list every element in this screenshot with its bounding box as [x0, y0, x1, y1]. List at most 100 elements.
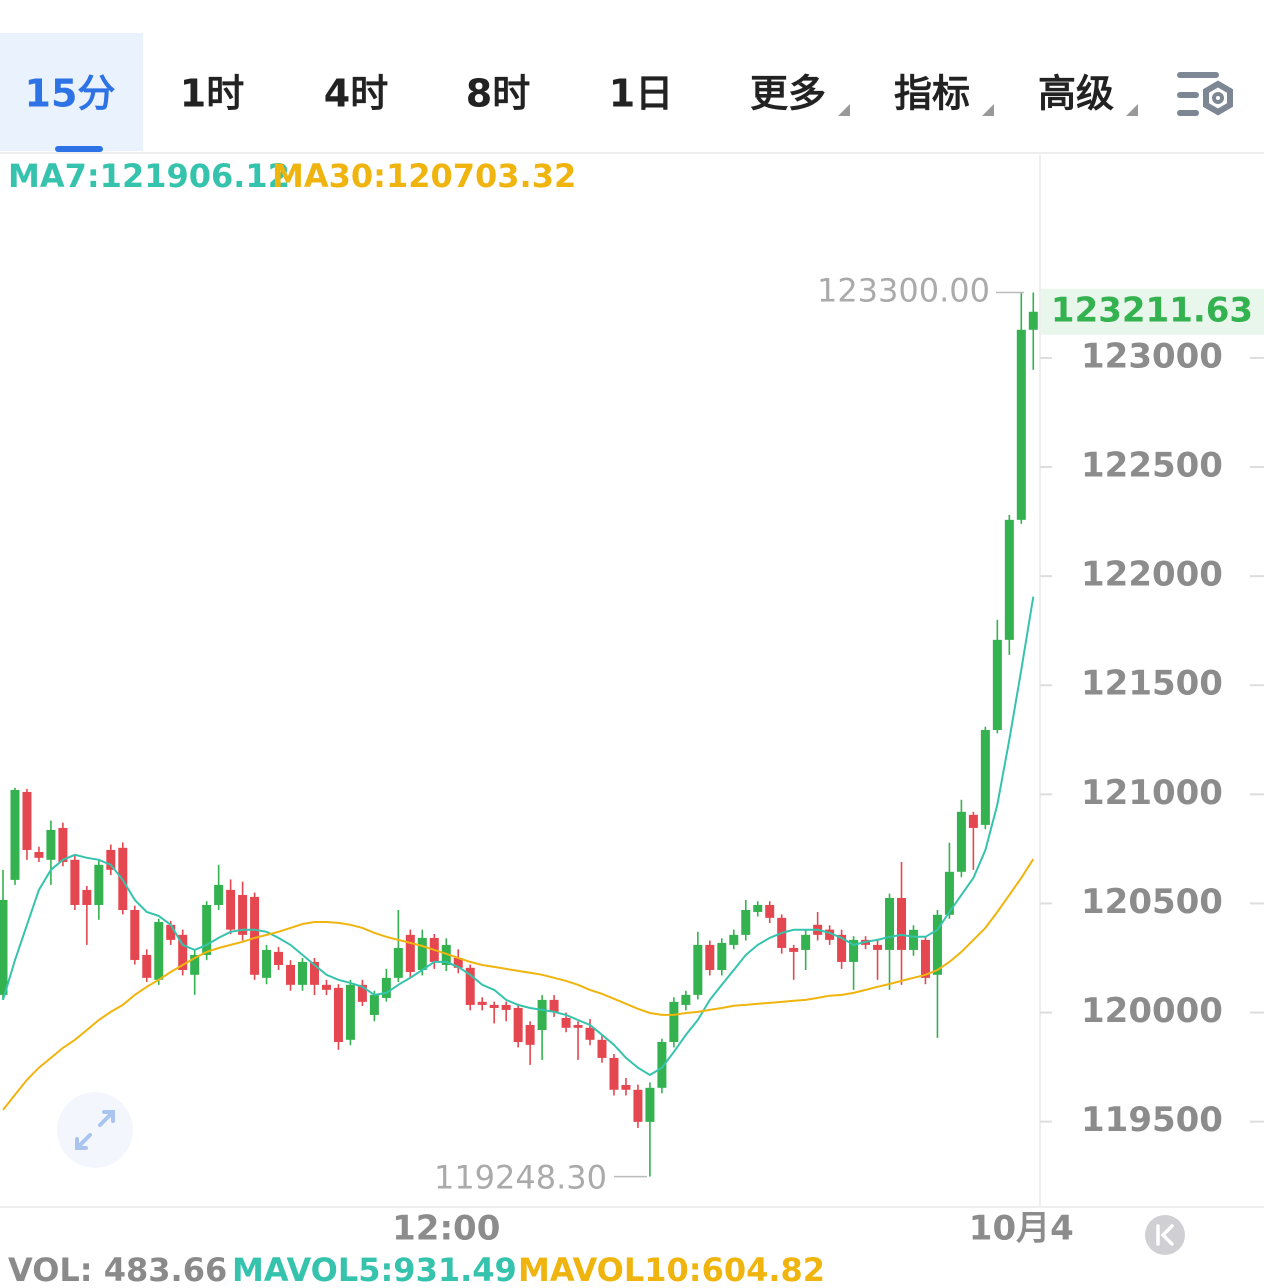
- candle-body: [226, 889, 236, 930]
- expand-button[interactable]: [57, 1092, 133, 1168]
- legend-entry: MA7:121906.12: [8, 157, 290, 195]
- candle-body: [321, 984, 331, 990]
- candle-body: [633, 1089, 643, 1122]
- candle-body: [345, 984, 355, 1040]
- candle-body: [825, 929, 835, 940]
- candle-body: [58, 827, 68, 862]
- active-tab-indicator: [55, 146, 103, 152]
- active-tab-bg: [0, 33, 143, 151]
- y-tick-label: 119500: [1081, 1100, 1223, 1140]
- candle-body: [849, 939, 859, 962]
- candle-body: [801, 934, 811, 950]
- candle-body: [549, 999, 559, 1012]
- tab[interactable]: 4时: [324, 72, 388, 116]
- legend-entry: MA30:120703.32: [272, 157, 576, 195]
- candle-body: [154, 921, 164, 980]
- candle-body: [717, 942, 727, 970]
- candle-body: [178, 934, 188, 970]
- candle-body: [873, 944, 883, 950]
- candle-body: [897, 897, 906, 950]
- candle-body: [262, 949, 272, 978]
- low-label: 119248.30: [434, 1159, 607, 1197]
- tab[interactable]: 15分: [25, 72, 116, 116]
- candle-body: [1004, 519, 1014, 640]
- candle-body: [405, 934, 415, 972]
- candle-body: [681, 994, 691, 1005]
- candle-body: [22, 791, 32, 850]
- settings-icon[interactable]: [1177, 72, 1233, 116]
- candle-body: [274, 951, 284, 965]
- y-tick-label: 122000: [1081, 555, 1223, 595]
- candle-body: [645, 1087, 655, 1122]
- candle-body: [34, 851, 44, 858]
- candle-body: [621, 1084, 631, 1090]
- y-tick-label: 120000: [1081, 991, 1223, 1031]
- plot-area: [0, 292, 1038, 1177]
- ma-line: [2, 858, 1035, 1111]
- candle-body: [992, 639, 1002, 730]
- candle-body: [705, 944, 715, 970]
- candle-body: [597, 1039, 607, 1058]
- dropdown-arrow: [982, 104, 994, 116]
- candle-body: [381, 977, 391, 998]
- candle-body: [142, 954, 152, 978]
- candle-body: [537, 999, 547, 1030]
- candle-body: [741, 909, 751, 935]
- candle-body: [693, 944, 703, 995]
- candle-body: [657, 1042, 667, 1088]
- y-tick-label: 121000: [1081, 773, 1223, 813]
- candle-body: [453, 957, 463, 968]
- candle-body: [885, 897, 895, 950]
- high-label: 123300.00: [817, 271, 990, 309]
- reset-button[interactable]: [1145, 1215, 1185, 1255]
- candle-body: [573, 1024, 583, 1028]
- dropdown-arrow: [838, 104, 850, 116]
- candle-body: [477, 1001, 487, 1005]
- candle-body: [190, 954, 200, 975]
- tab[interactable]: 1日: [609, 72, 673, 116]
- ma-line: [2, 596, 1035, 1077]
- tab[interactable]: 高级: [1038, 72, 1114, 116]
- volume-legend: MAVOL10:604.82: [518, 1251, 825, 1288]
- y-tick-label: 123000: [1081, 336, 1223, 376]
- candle-body: [441, 944, 451, 965]
- candle-body: [238, 894, 248, 935]
- dropdown-arrow: [1126, 104, 1138, 116]
- candle-body: [908, 929, 918, 950]
- candle-body: [669, 1001, 679, 1043]
- tab[interactable]: 8时: [466, 72, 530, 116]
- candle-body: [513, 1007, 523, 1043]
- candle-body: [417, 937, 427, 970]
- tab[interactable]: 指标: [894, 72, 970, 116]
- candle-body: [82, 889, 92, 905]
- candle-body: [286, 964, 296, 985]
- candle-body: [920, 939, 930, 978]
- volume-legend: MAVOL5:931.49: [232, 1251, 517, 1288]
- candle-body: [357, 984, 367, 1002]
- candle-body: [298, 961, 307, 985]
- y-tick-label: 120500: [1081, 882, 1223, 922]
- candle-body: [753, 904, 763, 912]
- tab[interactable]: 1时: [180, 72, 244, 116]
- tab[interactable]: 更多: [750, 72, 826, 116]
- candle-body: [250, 896, 260, 975]
- candle-body: [956, 811, 966, 872]
- candle-body: [106, 849, 116, 870]
- candle-body: [525, 1024, 535, 1045]
- candle-body: [214, 884, 224, 905]
- candle-body: [10, 789, 20, 880]
- candle-body: [94, 864, 104, 905]
- y-tick-label: 121500: [1081, 664, 1223, 704]
- candle-body: [333, 987, 343, 1043]
- candle-body: [609, 1057, 619, 1090]
- candle-body: [944, 871, 954, 915]
- candle-body: [0, 899, 8, 995]
- candle-body: [980, 729, 990, 825]
- last-price-box: [1041, 288, 1264, 335]
- candle-body: [46, 829, 56, 860]
- candle-body: [561, 1017, 571, 1028]
- candle-body: [789, 947, 799, 952]
- candle-body: [837, 934, 847, 962]
